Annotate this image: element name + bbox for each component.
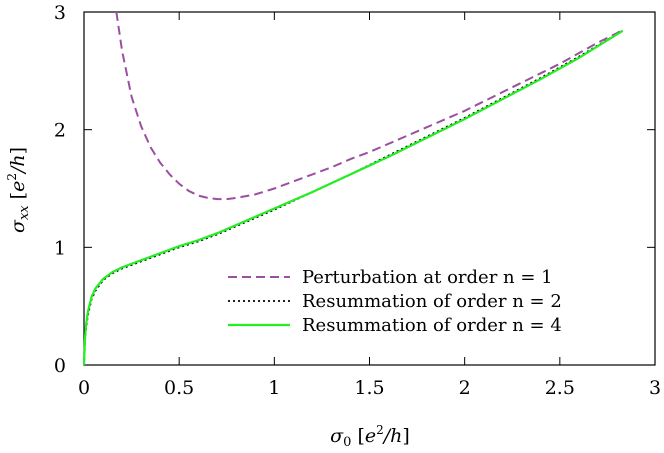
x-tick-label: 2 — [459, 377, 471, 399]
x-tick-label: 1 — [268, 377, 280, 399]
plot-frame — [83, 11, 656, 366]
series-line-1 — [115, 11, 624, 201]
x-tick-label: 1.5 — [354, 377, 384, 399]
series-line-3 — [82, 29, 624, 366]
x-tick-label: 0 — [78, 377, 90, 399]
legend-entry-3: Resummation of order n = 4 — [302, 315, 562, 336]
x-tick-label: 3 — [649, 377, 661, 399]
legend-entry-2: Resummation of order n = 2 — [302, 291, 562, 312]
y-tick-label: 0 — [54, 355, 66, 377]
y-tick-label: 1 — [54, 237, 66, 259]
x-tick-label: 0.5 — [164, 377, 194, 399]
y-tick-label: 3 — [54, 2, 66, 24]
legend-entry-1: Perturbation at order n = 1 — [302, 267, 553, 288]
x-axis-label: σ0 [e2/h] — [330, 423, 410, 450]
legend: Perturbation at order n = 1 Resummation o… — [228, 267, 562, 336]
y-tick-label: 2 — [54, 120, 66, 142]
y-axis-label: σxx [e2/h] — [5, 147, 32, 233]
x-tick-label: 2.5 — [545, 377, 575, 399]
